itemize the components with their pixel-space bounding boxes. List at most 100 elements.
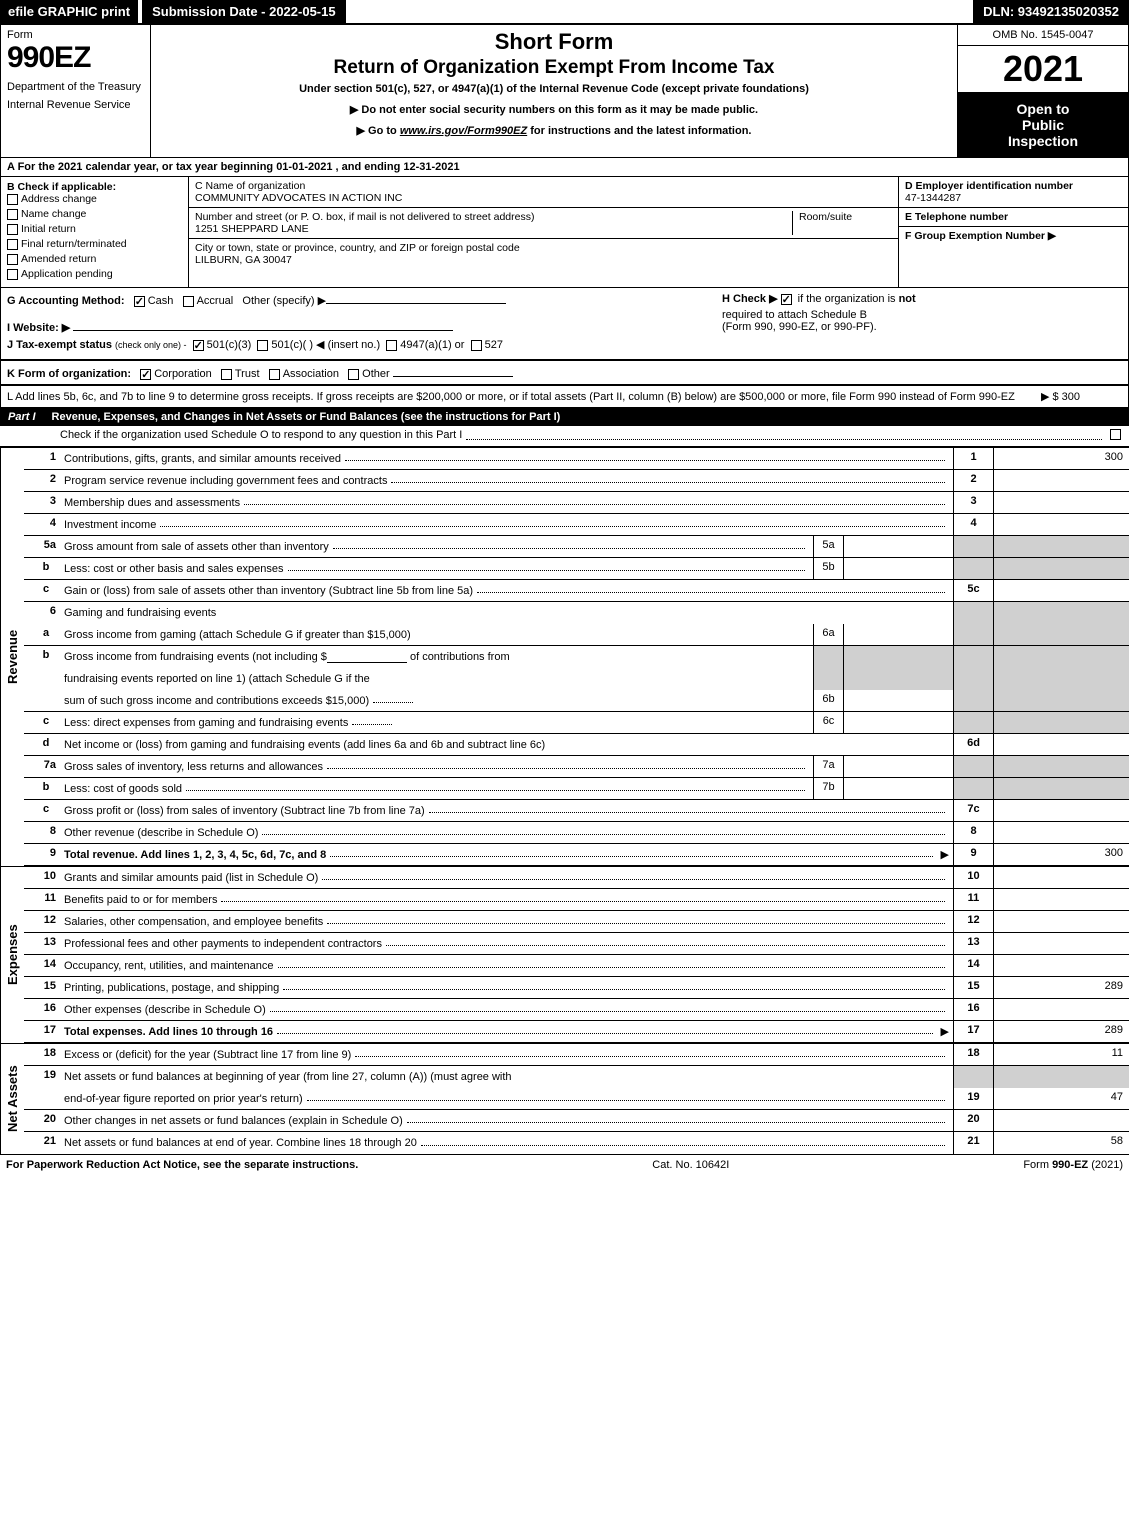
netassets-side-label: Net Assets bbox=[0, 1044, 24, 1154]
ln: 20 bbox=[24, 1110, 60, 1131]
subval bbox=[843, 624, 953, 645]
ck-4947[interactable] bbox=[386, 340, 397, 351]
num: 2 bbox=[953, 470, 993, 491]
tel-label: E Telephone number bbox=[905, 211, 1122, 223]
line-6: 6 Gaming and fundraising events bbox=[24, 602, 1129, 624]
subval bbox=[843, 778, 953, 799]
desc: Professional fees and other payments to … bbox=[64, 938, 382, 950]
efile-label: efile GRAPHIC print bbox=[0, 0, 138, 23]
j-label: J Tax-exempt status bbox=[7, 339, 112, 351]
desc: Net assets or fund balances at end of ye… bbox=[64, 1137, 417, 1149]
ck-h[interactable] bbox=[781, 294, 792, 305]
submission-date: Submission Date - 2022-05-15 bbox=[142, 0, 346, 23]
num bbox=[953, 690, 993, 711]
dept-irs: Internal Revenue Service bbox=[7, 99, 144, 111]
ln: 6 bbox=[24, 602, 60, 624]
ck-final-return[interactable]: Final return/terminated bbox=[7, 238, 182, 250]
ck-cash[interactable] bbox=[134, 296, 145, 307]
line-i: I Website: ▶ bbox=[7, 319, 702, 334]
ln: 3 bbox=[24, 492, 60, 513]
subval bbox=[843, 712, 953, 733]
ck-initial-return[interactable]: Initial return bbox=[7, 223, 182, 235]
line-11: 11 Benefits paid to or for members 11 bbox=[24, 889, 1129, 911]
ck-527[interactable] bbox=[471, 340, 482, 351]
ck-address-change[interactable]: Address change bbox=[7, 193, 182, 205]
part1-checknote: Check if the organization used Schedule … bbox=[0, 426, 1129, 447]
expenses-side-label: Expenses bbox=[0, 867, 24, 1043]
amt bbox=[993, 1110, 1129, 1131]
g-other: Other (specify) ▶ bbox=[242, 295, 326, 307]
line-6d: d Net income or (loss) from gaming and f… bbox=[24, 734, 1129, 756]
ck-501c3[interactable] bbox=[193, 340, 204, 351]
ln bbox=[24, 668, 60, 690]
amt bbox=[993, 999, 1129, 1020]
num: 10 bbox=[953, 867, 993, 888]
ck-501c[interactable] bbox=[257, 340, 268, 351]
line-7a: 7a Gross sales of inventory, less return… bbox=[24, 756, 1129, 778]
notice-pre: ▶ Go to bbox=[357, 125, 400, 137]
ck-label: Name change bbox=[21, 208, 86, 220]
k-1: Corporation bbox=[154, 368, 211, 380]
line-h: H Check ▶ if the organization is not bbox=[722, 292, 1122, 305]
ck-label: Final return/terminated bbox=[21, 238, 127, 250]
amt: 58 bbox=[993, 1132, 1129, 1154]
part1-checknote-text: Check if the organization used Schedule … bbox=[60, 429, 462, 443]
org-name-value: COMMUNITY ADVOCATES IN ACTION INC bbox=[195, 192, 892, 204]
num: 1 bbox=[953, 448, 993, 469]
ck-corp[interactable] bbox=[140, 369, 151, 380]
desc: Other revenue (describe in Schedule O) bbox=[64, 827, 258, 839]
ck-accrual[interactable] bbox=[183, 296, 194, 307]
line-6b-r3: sum of such gross income and contributio… bbox=[24, 690, 1129, 712]
l-arrow: ▶ $ bbox=[1041, 391, 1059, 403]
num bbox=[953, 668, 993, 690]
part1-checkbox[interactable] bbox=[1110, 429, 1121, 440]
line-12: 12 Salaries, other compensation, and emp… bbox=[24, 911, 1129, 933]
line-g: G Accounting Method: Cash Accrual Other … bbox=[7, 292, 702, 307]
ln: 11 bbox=[24, 889, 60, 910]
num: 8 bbox=[953, 822, 993, 843]
part1-title: Revenue, Expenses, and Changes in Net As… bbox=[52, 411, 561, 423]
num: 6d bbox=[953, 734, 993, 755]
group-row: F Group Exemption Number ▶ bbox=[899, 227, 1128, 245]
ck-amended-return[interactable]: Amended return bbox=[7, 253, 182, 265]
h-text3: (Form 990, 990-EZ, or 990-PF). bbox=[722, 321, 1122, 333]
ck-application-pending[interactable]: Application pending bbox=[7, 268, 182, 280]
line-7c: c Gross profit or (loss) from sales of i… bbox=[24, 800, 1129, 822]
subtitle: Under section 501(c), 527, or 4947(a)(1)… bbox=[159, 83, 949, 95]
desc: Gross income from fundraising events (no… bbox=[64, 651, 327, 663]
ck-label: Application pending bbox=[21, 268, 113, 280]
line-19-r2: end-of-year figure reported on prior yea… bbox=[24, 1088, 1129, 1110]
page-footer: For Paperwork Reduction Act Notice, see … bbox=[0, 1155, 1129, 1175]
form-header: Form 990EZ Department of the Treasury In… bbox=[0, 24, 1129, 158]
inspect-l2: Public bbox=[964, 117, 1122, 133]
num bbox=[953, 536, 993, 557]
desc: Contributions, gifts, grants, and simila… bbox=[64, 453, 341, 465]
desc: Printing, publications, postage, and shi… bbox=[64, 982, 279, 994]
ck-other[interactable] bbox=[348, 369, 359, 380]
sublab: 5b bbox=[813, 558, 843, 579]
sublab: 6a bbox=[813, 624, 843, 645]
ck-name-change[interactable]: Name change bbox=[7, 208, 182, 220]
k-label: K Form of organization: bbox=[7, 368, 131, 380]
ln: 1 bbox=[24, 448, 60, 469]
j-4: 527 bbox=[485, 339, 503, 351]
line-5a: 5a Gross amount from sale of assets othe… bbox=[24, 536, 1129, 558]
ck-assoc[interactable] bbox=[269, 369, 280, 380]
ln: 13 bbox=[24, 933, 60, 954]
line-6a: a Gross income from gaming (attach Sched… bbox=[24, 624, 1129, 646]
expenses-table: Expenses 10 Grants and similar amounts p… bbox=[0, 866, 1129, 1043]
line-16: 16 Other expenses (describe in Schedule … bbox=[24, 999, 1129, 1021]
inspect-l1: Open to bbox=[964, 101, 1122, 117]
amt bbox=[993, 514, 1129, 535]
ck-trust[interactable] bbox=[221, 369, 232, 380]
sublab: 6c bbox=[813, 712, 843, 733]
desc: Other changes in net assets or fund bala… bbox=[64, 1115, 403, 1127]
inspect-l3: Inspection bbox=[964, 133, 1122, 149]
irs-link[interactable]: www.irs.gov/Form990EZ bbox=[400, 125, 527, 137]
mid-section: G Accounting Method: Cash Accrual Other … bbox=[0, 288, 1129, 360]
ln: c bbox=[24, 712, 60, 733]
sublab: 7a bbox=[813, 756, 843, 777]
ln: b bbox=[24, 646, 60, 668]
sublab: 6b bbox=[813, 690, 843, 711]
street-label: Number and street (or P. O. box, if mail… bbox=[195, 211, 792, 223]
